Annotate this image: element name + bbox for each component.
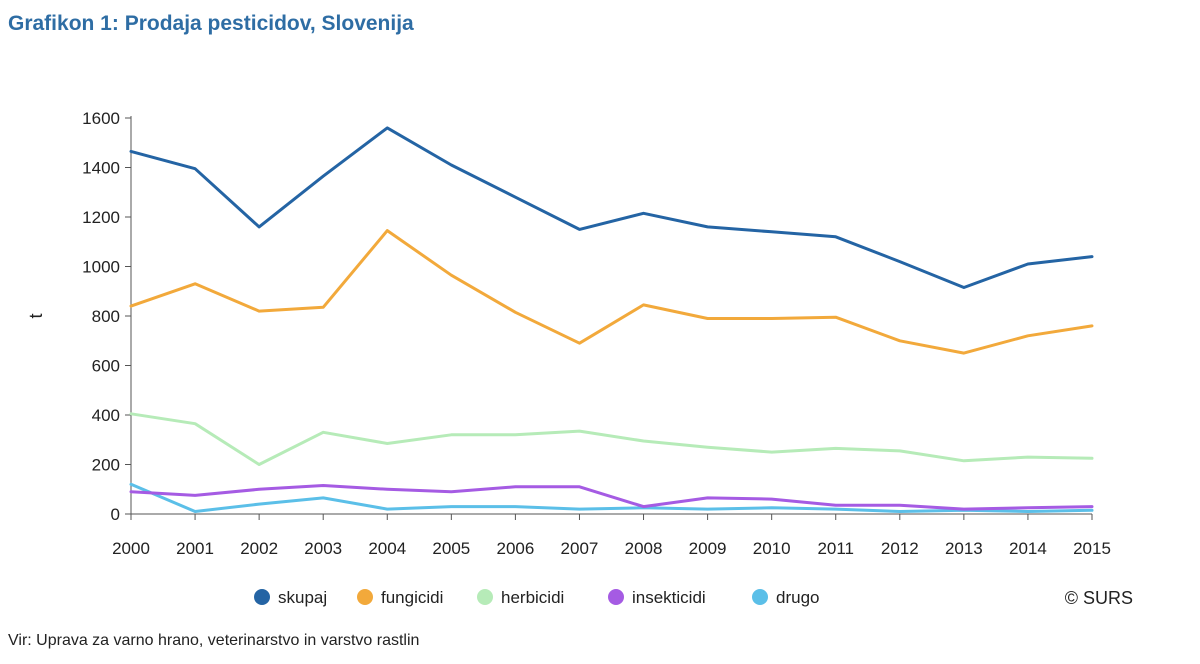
- x-tick-label: 2004: [368, 539, 406, 558]
- x-tick-label: 2012: [881, 539, 919, 558]
- series-line-herbicidi: [129, 412, 1094, 466]
- legend-marker-drugo: [752, 589, 768, 605]
- legend-marker-insekticidi: [608, 589, 624, 605]
- x-tick-label: 2002: [240, 539, 278, 558]
- x-tick-label: 2001: [176, 539, 214, 558]
- legend-marker-skupaj: [254, 589, 270, 605]
- series-line-drugo: [129, 482, 1094, 513]
- source-note: Vir: Uprava za varno hrano, veterinarstv…: [8, 632, 420, 649]
- y-tick-label: 600: [92, 357, 120, 376]
- x-tick-label: 2010: [753, 539, 791, 558]
- y-tick-label: 0: [111, 505, 120, 524]
- legend-label-skupaj: skupaj: [278, 588, 327, 607]
- y-tick-label: 800: [92, 307, 120, 326]
- x-tick-label: 2003: [304, 539, 342, 558]
- legend-marker-herbicidi: [477, 589, 493, 605]
- x-tick-label: 2005: [432, 539, 470, 558]
- y-tick-label: 1400: [82, 159, 120, 178]
- series-line-insekticidi: [129, 484, 1094, 511]
- x-tick-label: 2008: [625, 539, 663, 558]
- x-tick-label: 2007: [561, 539, 599, 558]
- y-tick-label: 1600: [82, 109, 120, 128]
- y-tick-label: 400: [92, 406, 120, 425]
- x-tick-label: 2013: [945, 539, 983, 558]
- x-tick-label: 2006: [496, 539, 534, 558]
- page-title: Grafikon 1: Prodaja pesticidov, Slovenij…: [8, 12, 414, 35]
- legend-label-herbicidi: herbicidi: [501, 588, 564, 607]
- y-axis-label: t: [26, 313, 46, 318]
- x-tick-label: 2015: [1073, 539, 1111, 558]
- x-tick-label: 2014: [1009, 539, 1047, 558]
- series-line-skupaj: [129, 126, 1094, 289]
- legend-label-drugo: drugo: [776, 588, 819, 607]
- y-tick-label: 1000: [82, 258, 120, 277]
- x-tick-label: 2000: [112, 539, 150, 558]
- y-tick-label: 1200: [82, 208, 120, 227]
- legend-label-insekticidi: insekticidi: [632, 588, 706, 607]
- legend-marker-fungicidi: [357, 589, 373, 605]
- x-tick-label: 2009: [689, 539, 727, 558]
- y-tick-label: 200: [92, 456, 120, 475]
- copyright-text: © SURS: [1065, 588, 1133, 608]
- legend-label-fungicidi: fungicidi: [381, 588, 443, 607]
- x-tick-label: 2011: [817, 539, 854, 558]
- series-line-fungicidi: [129, 229, 1094, 355]
